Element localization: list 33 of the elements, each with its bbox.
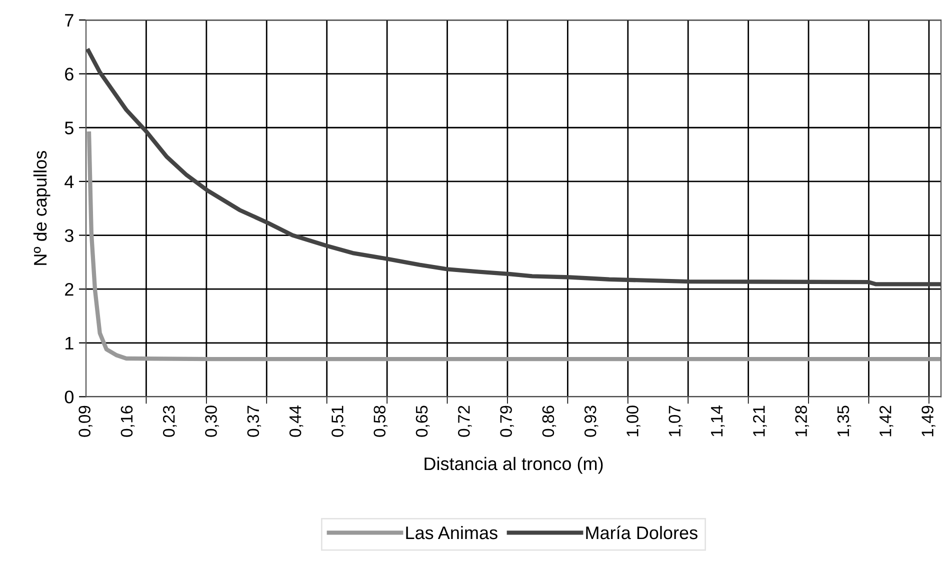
x-tick-label: 0,30 [205, 406, 219, 437]
x-tick-label: 1,21 [753, 406, 767, 436]
y-tick-label: 5 [64, 122, 74, 134]
x-tick-label: 1,42 [879, 406, 894, 436]
x-tick-label: 0,65 [416, 406, 430, 437]
x-tick-label: 0,51 [332, 406, 346, 437]
y-tick-label: 7 [65, 14, 74, 27]
x-tick-label: 0,58 [374, 406, 388, 437]
y-axis-title: Nº de capullos [33, 151, 50, 265]
x-tick-label: 0,72 [458, 406, 472, 437]
x-tick-label: 1,00 [626, 406, 640, 436]
x-tick-label: 0,09 [78, 406, 92, 437]
x-tick-label: 0,37 [247, 406, 262, 437]
x-tick-label: 1,28 [795, 406, 809, 436]
x-tick-label: 0,86 [542, 406, 556, 437]
x-tick-label: 1,35 [837, 406, 852, 436]
x-tick-label: 0,44 [289, 406, 304, 437]
x-axis-title: Distancia al tronco (m) [424, 456, 603, 474]
y-tick-label: 4 [64, 176, 74, 188]
y-tick-label: 6 [65, 68, 74, 81]
x-tick-label: 0,23 [162, 406, 177, 437]
x-tick-label: 0,79 [500, 406, 514, 437]
legend-label: María Dolores [586, 526, 698, 540]
x-tick-label: 1,14 [711, 406, 725, 436]
x-tick-label: 1,49 [922, 406, 936, 436]
y-tick-label: 1 [66, 337, 74, 350]
y-tick-label: 0 [64, 390, 74, 404]
x-tick-label: 0,16 [120, 406, 135, 437]
x-tick-label: 0,93 [584, 406, 598, 437]
y-tick-label: 2 [65, 283, 74, 296]
x-tick-label: 1,07 [668, 406, 683, 436]
legend-label: Las Animas [406, 526, 498, 540]
y-tick-label: 3 [64, 229, 74, 242]
